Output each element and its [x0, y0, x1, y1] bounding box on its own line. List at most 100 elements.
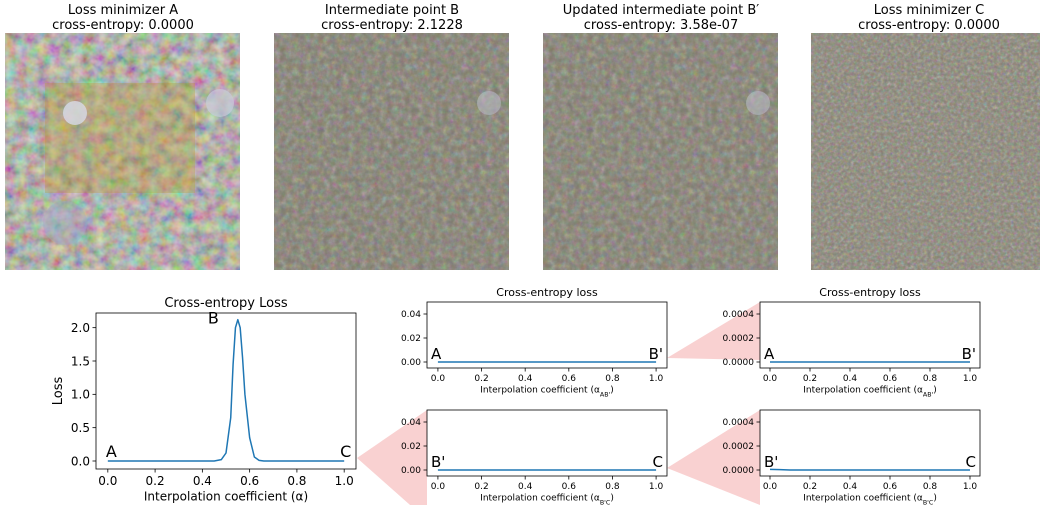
x-axis-label: Interpolation coefficient (αAB') [480, 386, 614, 399]
y-tick-label: 0.0002 [723, 334, 755, 344]
x-tick-label: 1.0 [963, 374, 978, 384]
y-tick-label: 0.02 [401, 334, 421, 344]
axes-frame [426, 409, 668, 477]
y-tick-label: 0.04 [401, 310, 421, 320]
y-tick-label: 0.0002 [723, 442, 755, 452]
panel-b-title: Intermediate point B cross-entropy: 2.12… [272, 3, 512, 33]
y-tick-label: 0.04 [401, 418, 421, 428]
x-tick-label: 0.2 [474, 374, 488, 384]
panel-b-loss: cross-entropy: 2.1228 [321, 18, 463, 33]
x-tick-label: 1.0 [649, 374, 664, 384]
y-tick-label: 0.0004 [723, 310, 755, 320]
axes-frame [426, 301, 668, 369]
annotation-label: C [653, 453, 663, 471]
x-tick-label: 1.0 [335, 474, 354, 488]
x-axis-label-close: ) [933, 386, 937, 396]
annotation-label: A [106, 442, 117, 461]
x-tick-label: 0.2 [474, 482, 488, 492]
zoom-connector-1 [667, 302, 760, 360]
axes-frame [759, 409, 981, 477]
y-tick-label: 1.0 [71, 388, 90, 402]
panel-c-loss: cross-entropy: 0.0000 [858, 18, 1000, 33]
x-axis-label-close: ) [610, 386, 614, 396]
x-tick-label: 0.8 [605, 482, 620, 492]
x-tick-label: 0.8 [287, 474, 306, 488]
y-tick-label: 0.00 [401, 466, 421, 476]
y-tick-label: 0.0000 [723, 358, 755, 368]
x-tick-label: 0.2 [146, 474, 165, 488]
annotation-label: B' [962, 345, 976, 363]
y-tick-label: 0.0000 [723, 466, 755, 476]
y-tick-label: 1.5 [71, 354, 90, 368]
x-tick-label: 0.0 [431, 482, 446, 492]
x-tick-label: 0.2 [803, 374, 817, 384]
x-tick-label: 0.4 [193, 474, 212, 488]
panel-a-loss: cross-entropy: 0.0000 [52, 18, 194, 33]
x-tick-label: 0.0 [431, 374, 446, 384]
annotation-label: C [966, 453, 976, 471]
image-intermediate-b [274, 33, 509, 270]
x-axis-label-subscript: AB' [600, 391, 611, 398]
x-tick-label: 0.6 [562, 482, 577, 492]
x-axis-label-close: ) [933, 494, 937, 504]
panel-b-name: Intermediate point B [324, 3, 460, 18]
axes-frame [95, 312, 357, 470]
chart-1: Cross-entropy loss 0.0 0.2 0.4 0.6 0.8 1.0 0.00… [401, 286, 668, 399]
y-tick-label: 0.5 [71, 421, 90, 435]
y-tick-label: 0.00 [401, 358, 421, 368]
chart-4: 0.0 0.2 0.4 0.6 0.8 1.0 0.0000 0.0002 0.0004 Inte… [723, 409, 981, 505]
x-axis-label: Interpolation coefficient (αAB') [803, 386, 937, 399]
x-axis-label-subscript: AB' [923, 391, 934, 398]
x-tick-label: 0.6 [883, 482, 898, 492]
panel-a-name: Loss minimizer A [67, 3, 179, 18]
x-tick-label: 0.6 [883, 374, 898, 384]
image-loss-minimizer-a [5, 33, 240, 270]
annotation-label: A [764, 345, 775, 363]
panel-a-title: Loss minimizer A cross-entropy: 0.0000 [3, 3, 243, 33]
x-axis-label-subscript: B'C [923, 499, 934, 505]
panel-c-title: Loss minimizer C cross-entropy: 0.0000 [809, 3, 1040, 33]
x-tick-label: 0.6 [562, 374, 577, 384]
y-tick-label: 2.0 [71, 321, 90, 335]
x-tick-label: 1.0 [649, 482, 664, 492]
x-tick-label: 1.0 [963, 482, 978, 492]
chart-3: 0.0 0.2 0.4 0.6 0.8 1.0 0.00 0.02 0.04 Interpolat… [401, 409, 668, 505]
x-axis-label-close: ) [610, 494, 614, 504]
x-tick-label: 0.4 [843, 482, 858, 492]
x-tick-label: 0.4 [843, 374, 858, 384]
annotation-label: B' [431, 453, 445, 471]
zoom-connector-0 [357, 410, 427, 505]
x-tick-label: 0.4 [518, 374, 533, 384]
annotation-label: B' [649, 345, 663, 363]
series-line-0 [107, 318, 345, 462]
series-line-0 [769, 468, 971, 471]
image-loss-minimizer-c [811, 33, 1040, 270]
x-axis-label: Interpolation coefficient (α) [144, 490, 308, 504]
panel-c-name: Loss minimizer C [873, 3, 985, 18]
panel-b-prime-name: Updated intermediate point B′ [562, 3, 760, 18]
x-tick-label: 0.8 [923, 374, 938, 384]
chart-title: Cross-entropy loss [819, 286, 921, 299]
image-updated-intermediate-b-prime [543, 33, 778, 270]
panel-b-prime-title: Updated intermediate point B′ cross-entr… [541, 3, 781, 33]
y-axis-label: Loss [51, 377, 66, 406]
chart-title: Cross-entropy loss [496, 286, 598, 299]
panel-b-prime-loss: cross-entropy: 3.58e-07 [583, 18, 739, 33]
annotation-label: B' [764, 453, 778, 471]
zoom-connector-2 [667, 410, 760, 505]
annotation-label: C [340, 442, 351, 461]
x-tick-label: 0.8 [923, 482, 938, 492]
chart-0: Cross-entropy Loss 0.0 0.2 0.4 0.6 0.8 1.0 0.0 0… [51, 296, 357, 504]
x-tick-label: 0.2 [803, 482, 817, 492]
chart-title: Cross-entropy Loss [164, 296, 287, 311]
y-tick-label: 0.0004 [723, 418, 755, 428]
axes-frame [759, 301, 981, 369]
x-axis-label-subscript: B'C [600, 499, 611, 505]
y-tick-label: 0.02 [401, 442, 421, 452]
annotation-label: A [431, 345, 442, 363]
x-axis-label: Interpolation coefficient (αB'C) [480, 494, 614, 505]
x-tick-label: 0.8 [605, 374, 620, 384]
x-tick-label: 0.6 [240, 474, 259, 488]
x-tick-label: 0.4 [518, 482, 533, 492]
